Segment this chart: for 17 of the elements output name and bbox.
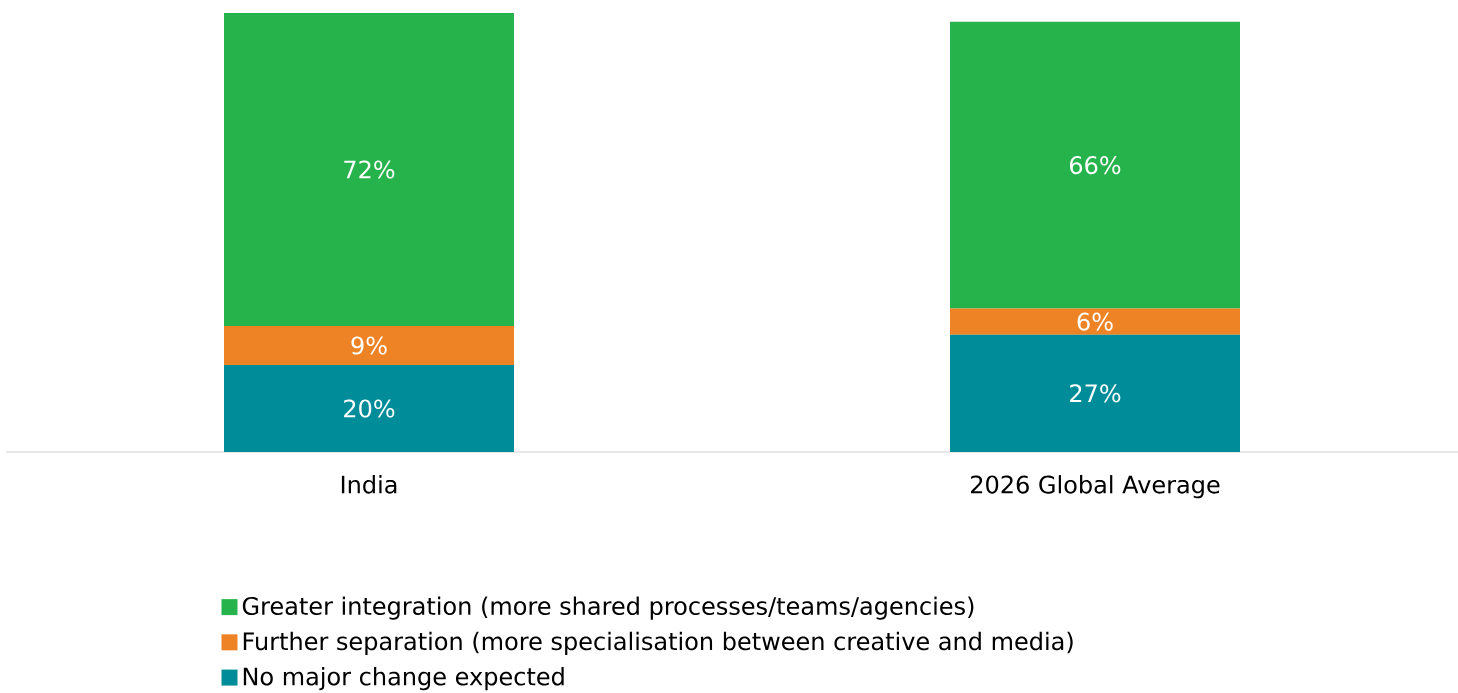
data-label: 27% [1070,384,1121,403]
data-label: 6% [1077,312,1113,331]
bar [950,334,1240,452]
legend-label: Greater integration (more shared processes/teams/agencies) [242,596,974,620]
bar [950,308,1240,335]
bar [224,365,515,452]
data-label: 9% [351,336,387,355]
bar [950,21,1240,309]
data-label: 20% [344,399,395,418]
bar [224,325,515,366]
legend-label: No major change expected [243,666,564,691]
x-tick-label: 2026 Global Average [971,475,1220,499]
bar [224,13,515,326]
data-label: 72% [344,160,395,179]
legend-label: Further separation (more specialisation between creative and media) [243,631,1073,655]
data-label: 66% [1069,156,1121,175]
x-tick-label: India [341,475,397,494]
